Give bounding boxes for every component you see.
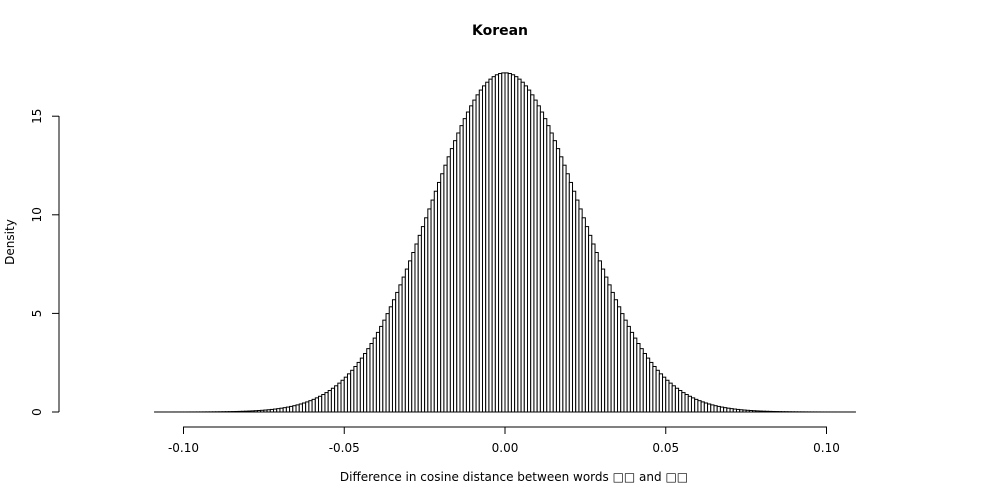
y-axis-label: Density [3,219,17,265]
x-axis: -0.10 -0.05 0.00 0.05 0.10 [168,426,840,455]
x-tick-label: 0.00 [492,441,519,455]
x-tick-label: -0.05 [329,441,360,455]
y-tick-label: 0 [30,408,44,416]
y-tick-label: 5 [30,310,44,318]
histogram-bars [154,72,856,413]
chart-title: Korean [472,23,528,39]
y-axis: 0 5 10 15 [30,109,60,416]
x-tick-label: 0.10 [813,441,840,455]
x-tick-label: -0.10 [168,441,199,455]
y-tick-label: 10 [30,207,44,222]
y-ticks: 0 5 10 15 [30,109,59,416]
x-ticks: -0.10 -0.05 0.00 0.05 0.10 [168,427,840,455]
y-tick-label: 15 [30,109,44,124]
x-tick-label: 0.05 [652,441,679,455]
x-axis-label: Difference in cosine distance between wo… [340,470,688,484]
